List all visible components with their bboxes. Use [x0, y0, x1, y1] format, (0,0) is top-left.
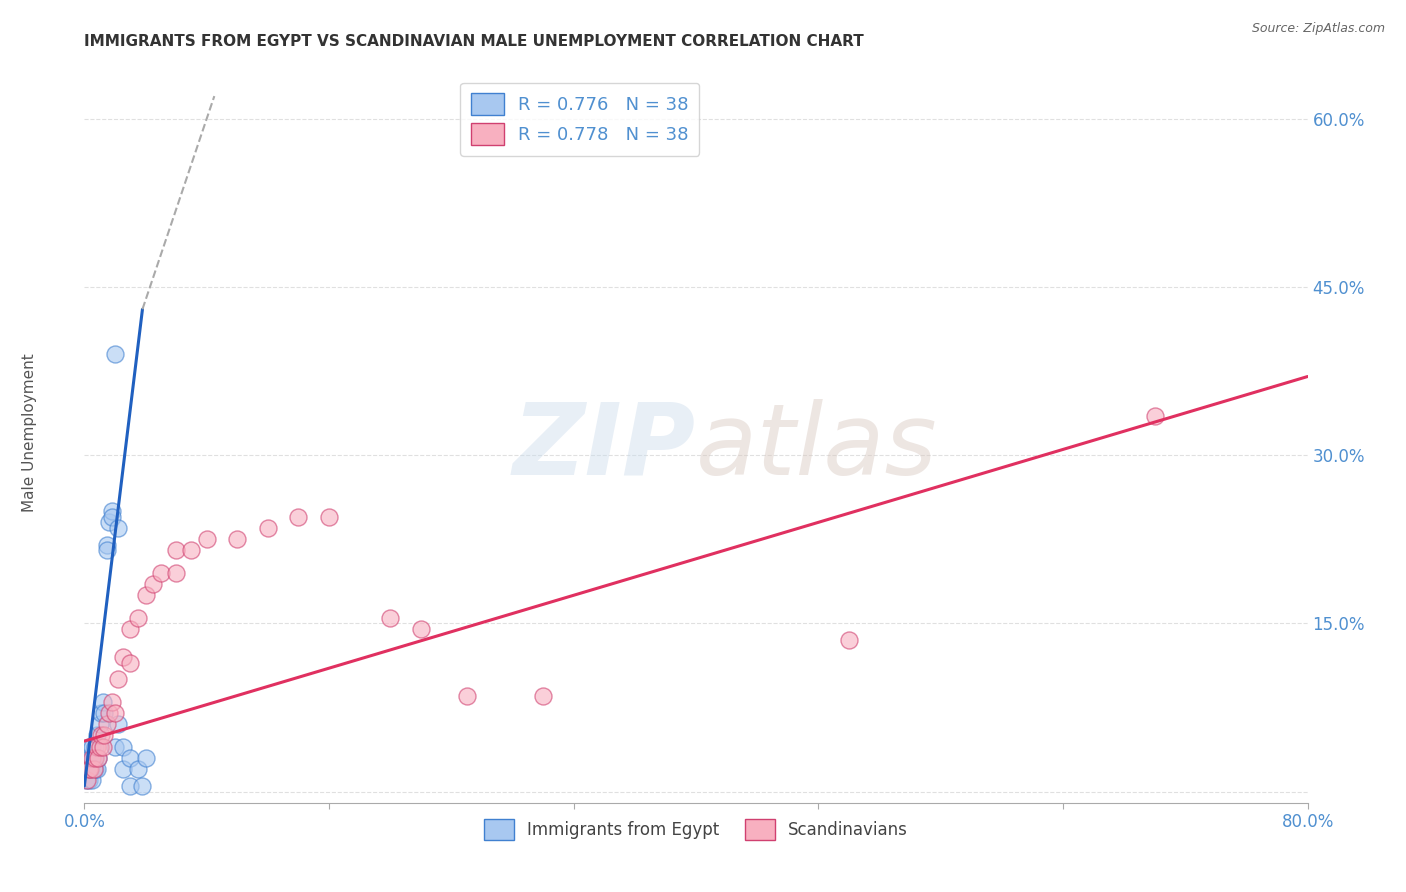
Point — [111, 762, 134, 776]
Point — [79, 762, 101, 776]
Point — [84, 762, 107, 776]
Point — [89, 717, 111, 731]
Point — [89, 739, 111, 754]
Point — [104, 739, 127, 754]
Point — [104, 706, 127, 720]
Point — [142, 577, 165, 591]
Point — [120, 751, 142, 765]
Point — [531, 690, 554, 704]
Text: atlas: atlas — [696, 399, 938, 496]
Point — [165, 543, 187, 558]
Text: IMMIGRANTS FROM EGYPT VS SCANDINAVIAN MALE UNEMPLOYMENT CORRELATION CHART: IMMIGRANTS FROM EGYPT VS SCANDINAVIAN MA… — [84, 34, 865, 49]
Point — [79, 751, 101, 765]
Point — [135, 588, 157, 602]
Point — [107, 673, 129, 687]
Point — [180, 543, 202, 558]
Point — [83, 762, 105, 776]
Point — [87, 751, 110, 765]
Point — [120, 779, 142, 793]
Point — [80, 773, 103, 788]
Point — [83, 751, 105, 765]
Point — [75, 773, 97, 788]
Point — [91, 695, 114, 709]
Text: ZIP: ZIP — [513, 399, 696, 496]
Point — [195, 532, 218, 546]
Text: Male Unemployment: Male Unemployment — [22, 353, 37, 512]
Point — [90, 706, 112, 720]
Point — [86, 762, 108, 776]
Point — [456, 690, 478, 704]
Point — [287, 509, 309, 524]
Point — [84, 751, 107, 765]
Point — [97, 516, 120, 530]
Point — [1143, 409, 1166, 423]
Point — [79, 762, 101, 776]
Point — [107, 521, 129, 535]
Point — [76, 751, 98, 765]
Point — [131, 779, 153, 793]
Point — [93, 729, 115, 743]
Point — [104, 347, 127, 361]
Point — [91, 739, 114, 754]
Point — [77, 762, 100, 776]
Point — [86, 729, 108, 743]
Point — [77, 762, 100, 776]
Point — [135, 751, 157, 765]
Point — [86, 739, 108, 754]
Point — [77, 739, 100, 754]
Point — [77, 773, 100, 788]
Point — [111, 739, 134, 754]
Point — [380, 610, 402, 624]
Point — [96, 543, 118, 558]
Text: Source: ZipAtlas.com: Source: ZipAtlas.com — [1251, 22, 1385, 36]
Point — [97, 706, 120, 720]
Point — [80, 739, 103, 754]
Point — [84, 739, 107, 754]
Point — [838, 633, 860, 648]
Point — [409, 622, 432, 636]
Point — [87, 751, 110, 765]
Point — [127, 610, 149, 624]
Point — [83, 762, 105, 776]
Point — [96, 538, 118, 552]
Point — [257, 521, 280, 535]
Point — [101, 695, 124, 709]
Point — [120, 622, 142, 636]
Point — [127, 762, 149, 776]
Point — [90, 729, 112, 743]
Point — [76, 762, 98, 776]
Point — [226, 532, 249, 546]
Point — [149, 566, 172, 580]
Point — [318, 509, 340, 524]
Point — [80, 762, 103, 776]
Point — [165, 566, 187, 580]
Point — [101, 504, 124, 518]
Point — [120, 656, 142, 670]
Point — [93, 706, 115, 720]
Point — [80, 751, 103, 765]
Point — [107, 717, 129, 731]
Point — [101, 509, 124, 524]
Point — [96, 717, 118, 731]
Point — [76, 773, 98, 788]
Point — [111, 650, 134, 665]
Legend: Immigrants from Egypt, Scandinavians: Immigrants from Egypt, Scandinavians — [478, 813, 914, 847]
